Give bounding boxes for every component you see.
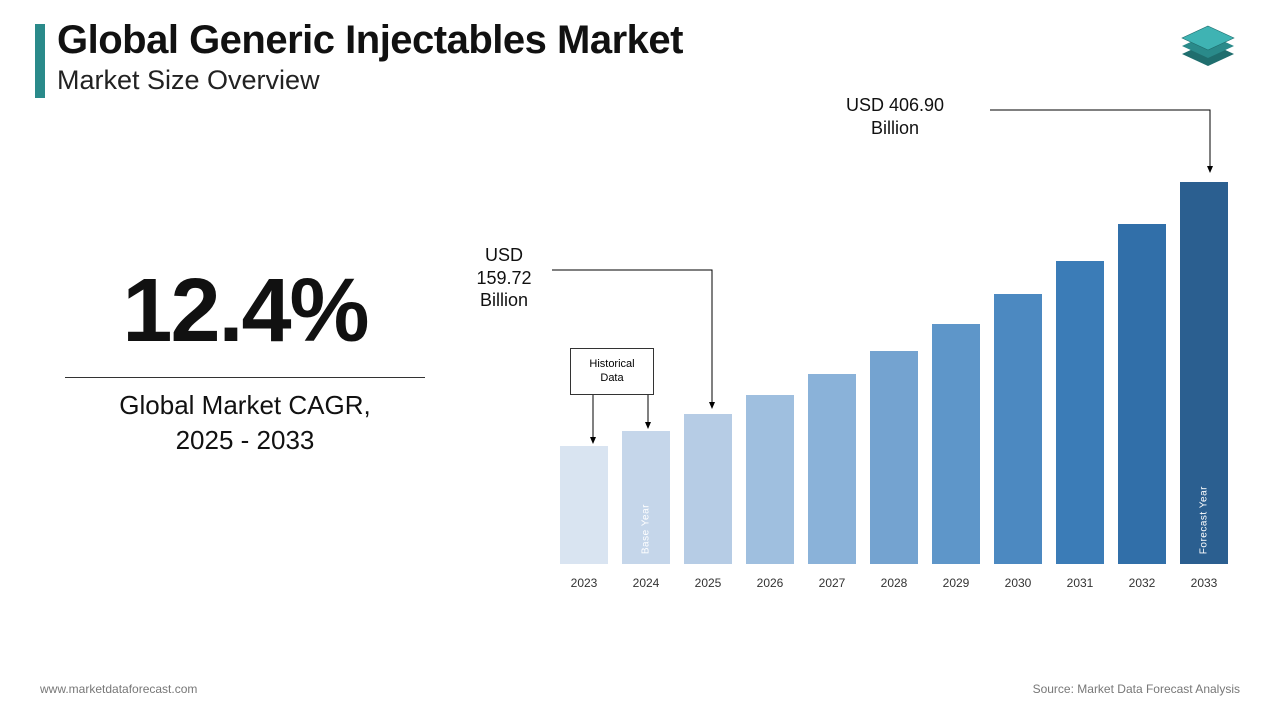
chart-bar	[560, 446, 608, 564]
chart-bar	[994, 294, 1042, 564]
footer-source: Source: Market Data Forecast Analysis	[1033, 682, 1240, 696]
brand-logo	[1176, 22, 1240, 78]
x-axis-tick-label: 2027	[808, 576, 856, 590]
slide-root: Global Generic Injectables Market Market…	[0, 0, 1280, 720]
cagr-label-line2: 2025 - 2033	[176, 425, 315, 455]
x-axis-tick-label: 2029	[932, 576, 980, 590]
x-axis-tick-label: 2026	[746, 576, 794, 590]
bar-inner-label: Forecast Year	[1199, 486, 1210, 554]
cagr-label: Global Market CAGR, 2025 - 2033	[60, 388, 430, 458]
footer-url: www.marketdataforecast.com	[40, 682, 197, 696]
callout-end-line2: Billion	[871, 118, 919, 138]
cagr-value: 12.4%	[60, 260, 430, 363]
chart-bar	[1056, 261, 1104, 564]
callout-end-value: USD 406.90 Billion	[810, 94, 980, 139]
market-size-bar-chart: Base YearForecast Year 20232024202520262…	[560, 160, 1240, 600]
callout-start-value: USD 159.72 Billion	[458, 244, 550, 312]
callout-start-line2: 159.72	[476, 268, 531, 288]
x-axis-tick-label: 2028	[870, 576, 918, 590]
callout-end-line1: USD 406.90	[846, 95, 944, 115]
header: Global Generic Injectables Market Market…	[35, 18, 683, 96]
cagr-panel: 12.4% Global Market CAGR, 2025 - 2033	[60, 260, 430, 458]
chart-plot-area: Base Year Forecast Year	[560, 160, 1240, 564]
stacked-layers-icon	[1176, 22, 1240, 78]
x-axis-tick-label: 2033	[1180, 576, 1228, 590]
historical-box-line1: Historical	[589, 358, 634, 370]
x-axis-tick-label: 2031	[1056, 576, 1104, 590]
chart-bar	[870, 351, 918, 564]
chart-x-axis-labels: 2023 2024 2025 2026 2027 2028 2029 2030 2031 2032…	[560, 570, 1240, 600]
cagr-label-line1: Global Market CAGR,	[119, 390, 370, 420]
callout-start-line1: USD	[485, 245, 523, 265]
x-axis-tick-label: 2023	[560, 576, 608, 590]
cagr-divider	[65, 377, 425, 378]
chart-bar	[746, 395, 794, 564]
historical-box-line2: Data	[600, 372, 623, 384]
x-axis-tick-label: 2024	[622, 576, 670, 590]
header-accent-bar	[35, 24, 45, 98]
chart-bar	[932, 324, 980, 564]
x-axis-tick-label: 2032	[1118, 576, 1166, 590]
callout-start-line3: Billion	[480, 290, 528, 310]
x-axis-tick-label: 2030	[994, 576, 1042, 590]
bar-inner-label: Base Year	[641, 504, 652, 554]
chart-bar: Base Year	[622, 431, 670, 564]
chart-bar	[808, 374, 856, 564]
chart-bar	[1118, 224, 1166, 564]
chart-bar	[684, 414, 732, 564]
page-subtitle: Market Size Overview	[57, 65, 683, 96]
page-title: Global Generic Injectables Market	[57, 18, 683, 63]
historical-data-box: Historical Data	[570, 348, 654, 395]
x-axis-tick-label: 2025	[684, 576, 732, 590]
chart-bar: Forecast Year	[1180, 182, 1228, 564]
